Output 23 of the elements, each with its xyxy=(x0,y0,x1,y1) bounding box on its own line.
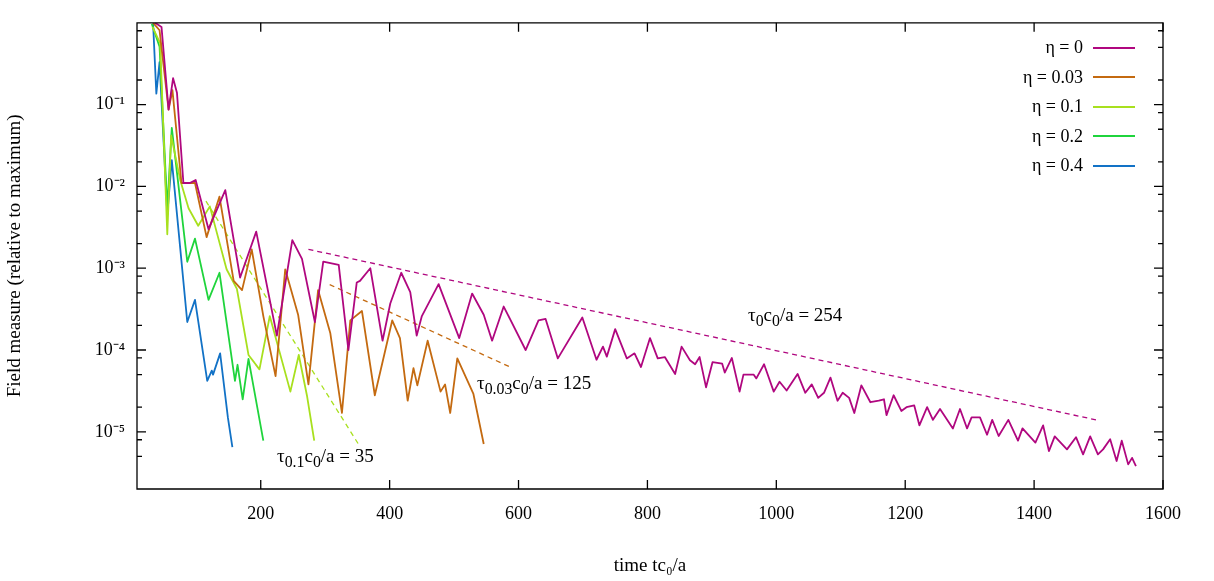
legend-label: η = 0.03 xyxy=(1022,66,1083,88)
x-tick-label: 1600 xyxy=(1145,502,1181,523)
legend-label: η = 0.4 xyxy=(1031,155,1083,177)
y-tick-label: 10⁻³ xyxy=(95,256,126,277)
annotation: τ$_{0}$c$_{0}$/a = 254 xyxy=(748,304,843,330)
x-tick-label: 1000 xyxy=(758,502,795,523)
annotation: τ$_{0.1}$c$_{0}$/a = 35 xyxy=(277,445,374,471)
x-tick-label: 600 xyxy=(505,502,533,523)
y-tick-label: 10⁻⁵ xyxy=(94,420,125,441)
legend-label: η = 0.1 xyxy=(1031,96,1083,118)
y-tick-label: 10⁻⁴ xyxy=(94,338,125,359)
annotation: τ$_{0.03}$c$_{0}$/a = 125 xyxy=(477,372,592,398)
x-tick-label: 1400 xyxy=(1016,502,1053,523)
y-tick-label: 10⁻¹ xyxy=(95,93,125,114)
legend-label: η = 0.2 xyxy=(1031,125,1083,147)
x-tick-label: 200 xyxy=(247,502,275,523)
y-tick-label: 10⁻² xyxy=(95,175,125,196)
x-tick-label: 800 xyxy=(633,502,661,523)
y-axis-title: Field measure (relative to maximum) xyxy=(3,114,26,398)
x-tick-label: 400 xyxy=(376,502,404,523)
legend-label: η = 0 xyxy=(1045,37,1083,59)
x-axis-title: time tc₀/a xyxy=(613,553,687,575)
x-tick-label: 1200 xyxy=(887,502,924,523)
